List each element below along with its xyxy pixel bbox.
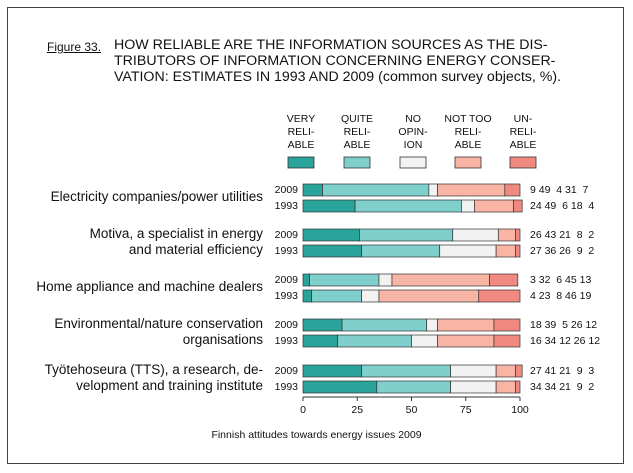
- year-label: 1993: [274, 381, 298, 393]
- year-label: 2009: [274, 229, 298, 241]
- bar-segment: [322, 183, 430, 197]
- bar-segment: [302, 228, 360, 242]
- bar-segment: [302, 199, 356, 213]
- bar-segment: [474, 199, 514, 213]
- x-tick-label: 100: [511, 404, 529, 416]
- value-labels: 4 23 8 46 19: [530, 290, 592, 302]
- bar-segment: [515, 244, 521, 258]
- legend-swatch: [343, 156, 371, 169]
- legend-label: NOT TOO RELI- ABLE: [444, 113, 492, 151]
- chart-footer: Finnish attitudes towards energy issues …: [211, 429, 422, 441]
- bar-segment: [309, 273, 380, 287]
- value-labels: 9 49 4 31 7: [530, 184, 589, 196]
- bar-segment: [461, 199, 475, 213]
- title-line: HOW RELIABLE ARE THE INFORMATION SOURCES…: [114, 37, 548, 53]
- bar-segment: [515, 364, 523, 378]
- bar-segment: [361, 289, 380, 303]
- bar-segment: [450, 380, 497, 394]
- bar-segment: [302, 289, 313, 303]
- legend-swatch: [399, 156, 427, 169]
- bar-segment: [478, 289, 521, 303]
- title-line: TRIBUTORS OF INFORMATION CONCERNING ENER…: [114, 53, 556, 69]
- bar-segment: [378, 273, 393, 287]
- bar-segment: [302, 273, 310, 287]
- bar-segment: [495, 380, 517, 394]
- bar-segment: [302, 334, 339, 348]
- year-label: 1993: [274, 245, 298, 257]
- bar-segment: [426, 318, 438, 332]
- figure-label: Figure 33.: [47, 40, 102, 54]
- category-label: Työtehoseura (TTS), a research, de-velop…: [44, 362, 263, 393]
- bar-segment: [302, 183, 323, 197]
- category-label: Electricity companies/power utilities: [50, 189, 263, 204]
- bar-segment: [302, 380, 378, 394]
- x-tick-label: 75: [460, 404, 472, 416]
- bar-segment: [515, 228, 521, 242]
- bar-segment: [361, 244, 441, 258]
- x-tick-label: 0: [300, 404, 306, 416]
- bar-segment: [497, 228, 517, 242]
- category-label: Environmental/nature conservation organis…: [54, 316, 263, 347]
- category-label: Home appliance and machine dealers: [36, 279, 263, 294]
- bar-segment: [489, 273, 519, 287]
- bar-segment: [302, 318, 343, 332]
- bar-segment: [452, 228, 499, 242]
- value-labels: 27 36 26 9 2: [530, 245, 595, 257]
- legend-label: QUITE RELI- ABLE: [340, 113, 374, 151]
- legend-label: UN- RELI- ABLE: [509, 113, 537, 151]
- year-label: 1993: [274, 200, 298, 212]
- chart-title: HOW RELIABLE ARE THE INFORMATION SOURCES…: [114, 37, 594, 85]
- legend-swatch: [454, 156, 482, 169]
- bar-segment: [437, 334, 495, 348]
- legend-label: VERY RELI- ABLE: [286, 113, 316, 151]
- bar-segment: [493, 334, 521, 348]
- x-tick-label: 25: [351, 404, 363, 416]
- year-label: 2009: [274, 274, 298, 286]
- legend-label: NO OPIN- ION: [398, 113, 428, 151]
- bar-segment: [378, 289, 480, 303]
- bar-segment: [311, 289, 362, 303]
- value-labels: 26 43 21 8 2: [530, 229, 595, 241]
- bar-segment: [411, 334, 438, 348]
- year-label: 2009: [274, 319, 298, 331]
- figure-frame: [7, 7, 624, 464]
- bar-segment: [359, 228, 454, 242]
- bar-segment: [361, 364, 451, 378]
- title-line: VATION: ESTIMATES IN 1993 AND 2009 (comm…: [114, 69, 562, 85]
- bar-segment: [495, 244, 517, 258]
- bar-segment: [437, 318, 495, 332]
- legend-swatch: [509, 156, 537, 169]
- bar-segment: [437, 183, 506, 197]
- bar-segment: [337, 334, 412, 348]
- bar-segment: [354, 199, 462, 213]
- year-label: 1993: [274, 290, 298, 302]
- category-label: Motiva, a specialist in energy and materi…: [89, 226, 263, 257]
- bar-segment: [495, 364, 517, 378]
- value-labels: 34 34 21 9 2: [530, 381, 595, 393]
- value-labels: 18 39 5 26 12: [530, 319, 598, 331]
- bar-segment: [428, 183, 438, 197]
- value-labels: 27 41 21 9 3: [530, 365, 595, 377]
- value-labels: 24 49 6 18 4: [530, 200, 595, 212]
- bar-segment: [504, 183, 521, 197]
- bar-segment: [513, 199, 523, 213]
- bar-segment: [302, 364, 362, 378]
- value-labels: 16 34 12 26 12: [530, 335, 601, 347]
- year-label: 2009: [274, 365, 298, 377]
- bar-segment: [341, 318, 428, 332]
- bar-segment: [302, 244, 362, 258]
- year-label: 1993: [274, 335, 298, 347]
- bar-segment: [376, 380, 451, 394]
- bar-segment: [439, 244, 497, 258]
- value-labels: 3 32 6 45 13: [530, 274, 592, 286]
- bar-segment: [493, 318, 521, 332]
- x-tick-label: 50: [406, 404, 418, 416]
- bar-segment: [515, 380, 521, 394]
- legend-swatch: [287, 156, 315, 169]
- bar-segment: [450, 364, 497, 378]
- year-label: 2009: [274, 184, 298, 196]
- bar-segment: [391, 273, 490, 287]
